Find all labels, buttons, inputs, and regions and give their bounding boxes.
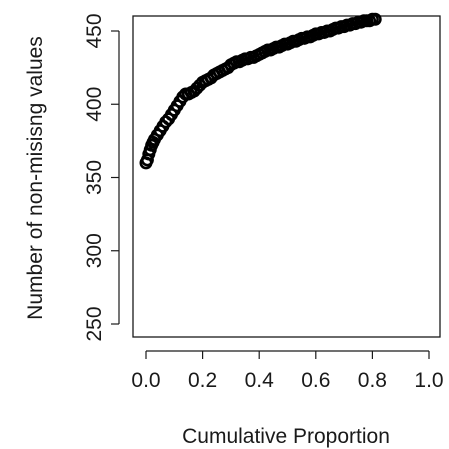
x-tick-label: 1.0 xyxy=(414,369,443,392)
x-tick-label: 0.4 xyxy=(245,369,275,392)
x-tick-label: 0.6 xyxy=(301,369,330,392)
x-tick-label: 0.2 xyxy=(188,369,217,392)
y-tick-label: 250 xyxy=(83,306,106,341)
x-axis-title: Cumulative Proportion xyxy=(182,425,390,448)
x-tick-label: 0.8 xyxy=(358,369,387,392)
x-axis: 0.0 0.2 0.4 0.6 0.8 1.0 xyxy=(131,350,444,392)
y-axis-title: Number of non-misisng values xyxy=(24,36,47,320)
y-tick-label: 400 xyxy=(83,87,106,122)
data-points xyxy=(139,12,382,170)
y-tick-label: 450 xyxy=(83,13,106,48)
y-tick-label: 300 xyxy=(83,233,106,268)
data-point xyxy=(368,12,382,26)
y-axis: 250 300 350 400 450 xyxy=(83,13,120,342)
y-tick-label: 350 xyxy=(83,160,106,195)
x-tick-label: 0.0 xyxy=(131,369,160,392)
plot-area-frame xyxy=(132,15,441,338)
